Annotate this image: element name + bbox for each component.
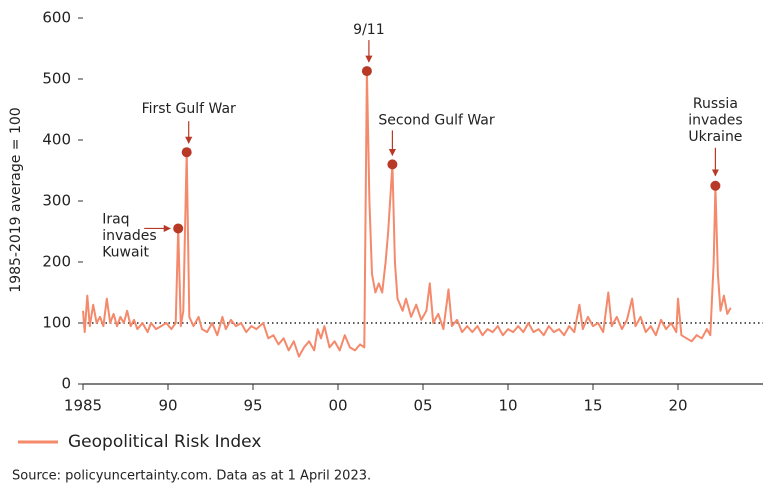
y-tick-label: 100 [42,314,71,332]
x-tick-label: 00 [328,397,347,415]
y-tick-label: 0 [61,375,71,393]
y-tick-label: 500 [42,70,71,88]
x-tick-label: 05 [413,397,432,415]
annotation-text: Russia [693,96,738,112]
x-tick-label: 10 [498,397,517,415]
series-line [82,70,732,358]
x-tick-label: 1985 [64,397,102,415]
y-axis-label: 1985-2019 average = 100 [8,107,24,292]
y-tick-label: 300 [42,192,71,210]
x-tick-label: 15 [583,397,602,415]
annotation-text: 9/11 [353,22,384,38]
annotation-text: Ukraine [688,129,742,145]
annotation-marker [361,66,372,77]
x-tick-label: 20 [668,397,687,415]
x-tick-label: 90 [158,397,177,415]
annotation-text: invades [688,112,742,128]
annotation-text: Second Gulf War [378,112,494,128]
annotation-text: First Gulf War [142,101,236,117]
annotation-marker [387,159,398,170]
y-tick-label: 200 [42,253,71,271]
annotation-text: invades [102,228,156,244]
y-tick-label: 400 [42,131,71,149]
legend-label: Geopolitical Risk Index [68,432,261,452]
annotation-text: Kuwait [102,244,149,260]
annotation-marker [710,180,721,191]
annotation-text: Iraq [102,211,129,227]
y-tick-label: 600 [42,9,71,27]
source: Source: policyuncertainty.com. Data as a… [12,469,371,484]
x-tick-label: 95 [243,397,262,415]
annotation-marker [173,223,184,234]
annotation-marker [181,147,192,158]
